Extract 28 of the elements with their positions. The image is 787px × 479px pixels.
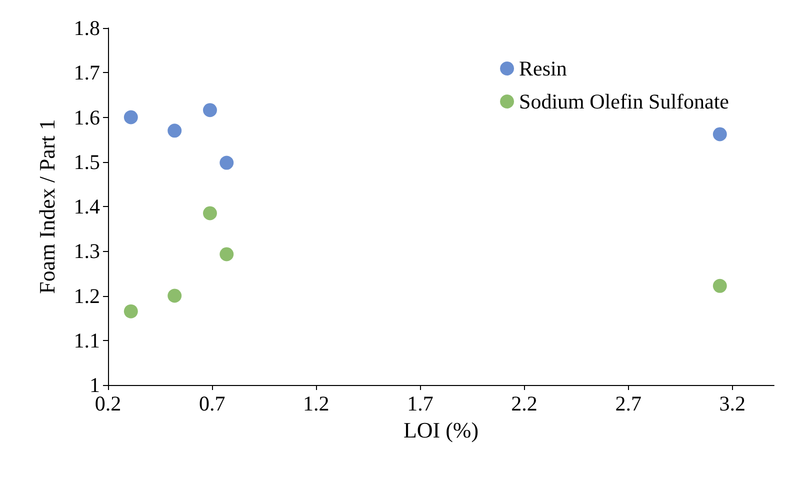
x-tick-label: 2.2 <box>511 392 538 416</box>
point <box>168 124 182 138</box>
point <box>220 156 234 170</box>
y-axis-title: Foam Index / Part 1 <box>34 119 60 294</box>
legend-label: Sodium Olefin Sulfonate <box>519 90 730 114</box>
y-tick-label: 1.5 <box>74 150 100 174</box>
y-tick-label: 1.4 <box>74 194 100 218</box>
y-tick-label: 1.3 <box>74 239 100 264</box>
point <box>124 110 138 124</box>
point <box>712 127 727 142</box>
x-tick-label: 2.7 <box>615 392 642 416</box>
point <box>202 103 217 118</box>
y-tick-label: 1.8 <box>74 16 100 40</box>
x-axis-title: LOI (%) <box>403 417 479 442</box>
x-tick-label: 3.2 <box>719 392 746 416</box>
y-tick-label: 1.1 <box>74 328 100 352</box>
point <box>202 206 217 220</box>
point <box>168 288 182 303</box>
x-tick-label: 1.7 <box>407 392 434 416</box>
point <box>220 247 234 262</box>
x-tick-label: 1.2 <box>303 392 330 416</box>
y-tick-label: 1.6 <box>74 105 100 130</box>
y-tick-label: 1.7 <box>74 60 100 85</box>
x-tick-label: 0.7 <box>198 392 226 416</box>
y-tick-label: 1.2 <box>74 284 100 308</box>
point <box>712 278 727 293</box>
point <box>124 304 138 318</box>
legend-label: Resin <box>519 56 568 80</box>
